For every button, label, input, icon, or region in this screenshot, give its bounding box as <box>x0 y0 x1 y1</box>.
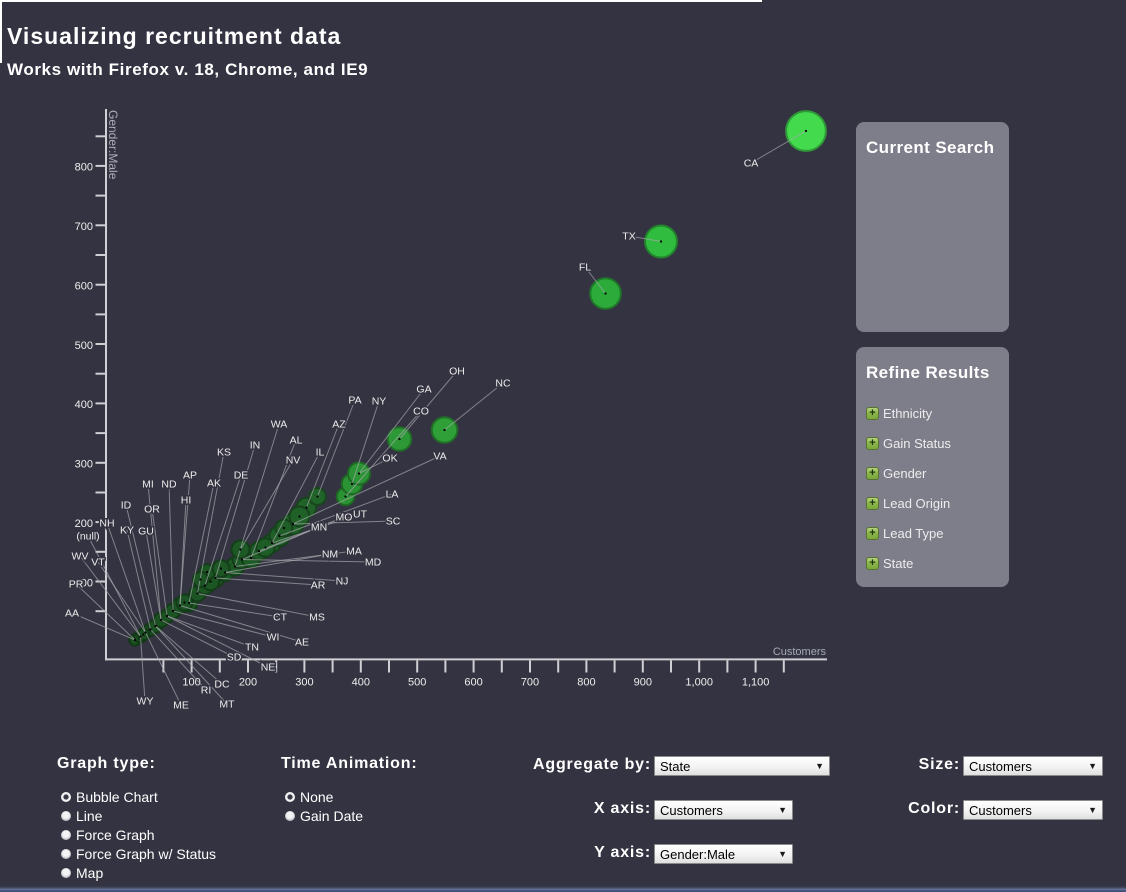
svg-text:AP: AP <box>183 470 197 482</box>
svg-text:IL: IL <box>316 447 325 459</box>
svg-text:800: 800 <box>75 162 93 174</box>
svg-text:IN: IN <box>250 440 261 452</box>
svg-text:MA: MA <box>346 546 362 558</box>
svg-text:ME: ME <box>173 700 189 712</box>
svg-text:KY: KY <box>120 525 134 537</box>
svg-text:MT: MT <box>219 699 235 711</box>
svg-text:MN: MN <box>311 522 327 534</box>
svg-text:600: 600 <box>464 677 482 689</box>
svg-text:300: 300 <box>295 677 313 689</box>
svg-text:OR: OR <box>144 504 160 516</box>
svg-text:FL: FL <box>579 262 591 274</box>
svg-text:300: 300 <box>75 459 93 471</box>
svg-text:CT: CT <box>273 612 288 624</box>
svg-text:500: 500 <box>75 340 93 352</box>
svg-text:Gender:Male: Gender:Male <box>106 110 120 180</box>
svg-text:AA: AA <box>65 608 79 620</box>
svg-text:Customers: Customers <box>773 646 827 658</box>
svg-text:NH: NH <box>99 518 114 530</box>
svg-text:1,000: 1,000 <box>685 677 713 689</box>
svg-text:HI: HI <box>181 495 192 507</box>
svg-text:WY: WY <box>137 696 154 708</box>
svg-text:700: 700 <box>521 677 539 689</box>
svg-text:MS: MS <box>309 612 325 624</box>
svg-text:AR: AR <box>311 580 326 592</box>
svg-text:GA: GA <box>416 384 431 396</box>
svg-text:400: 400 <box>352 677 370 689</box>
svg-text:TN: TN <box>245 642 259 654</box>
svg-text:ID: ID <box>121 500 132 512</box>
svg-text:900: 900 <box>634 677 652 689</box>
svg-text:SC: SC <box>386 516 401 528</box>
svg-text:UT: UT <box>353 509 368 521</box>
svg-text:OK: OK <box>382 453 397 465</box>
svg-text:KS: KS <box>217 447 231 459</box>
svg-text:AL: AL <box>290 435 303 447</box>
svg-text:WA: WA <box>271 419 288 431</box>
svg-text:LA: LA <box>386 489 399 501</box>
svg-text:400: 400 <box>75 399 93 411</box>
svg-text:1,100: 1,100 <box>742 677 770 689</box>
svg-text:SD: SD <box>227 652 242 664</box>
svg-text:600: 600 <box>75 281 93 293</box>
svg-text:NJ: NJ <box>336 576 349 588</box>
svg-text:100: 100 <box>182 677 200 689</box>
svg-text:NC: NC <box>495 378 511 390</box>
svg-text:PR: PR <box>69 579 84 591</box>
svg-text:CO: CO <box>413 406 429 418</box>
svg-text:CA: CA <box>744 158 759 170</box>
svg-text:ND: ND <box>161 479 177 491</box>
svg-text:AE: AE <box>295 637 309 649</box>
svg-text:200: 200 <box>239 677 257 689</box>
svg-text:NM: NM <box>322 549 338 561</box>
svg-text:NE: NE <box>261 662 276 674</box>
svg-text:700: 700 <box>75 221 93 233</box>
svg-text:RI: RI <box>201 685 212 697</box>
svg-text:100: 100 <box>75 577 93 589</box>
svg-text:DE: DE <box>234 470 249 482</box>
svg-text:500: 500 <box>408 677 426 689</box>
svg-text:PA: PA <box>348 395 361 407</box>
svg-text:AK: AK <box>207 478 221 490</box>
svg-text:MD: MD <box>365 557 382 569</box>
svg-text:VA: VA <box>433 451 446 463</box>
svg-text:(null): (null) <box>76 531 99 543</box>
svg-text:OH: OH <box>449 366 465 378</box>
svg-text:GU: GU <box>138 526 154 538</box>
svg-text:VT: VT <box>91 557 105 569</box>
svg-text:NV: NV <box>286 455 301 467</box>
svg-text:800: 800 <box>577 677 595 689</box>
svg-text:NY: NY <box>372 396 387 408</box>
svg-text:DC: DC <box>214 679 230 691</box>
svg-text:WI: WI <box>267 632 280 644</box>
svg-text:WV: WV <box>72 551 89 563</box>
svg-text:MI: MI <box>142 479 154 491</box>
svg-text:200: 200 <box>75 518 93 530</box>
svg-text:AZ: AZ <box>332 419 346 431</box>
svg-text:TX: TX <box>622 231 635 243</box>
svg-text:MO: MO <box>336 512 353 524</box>
